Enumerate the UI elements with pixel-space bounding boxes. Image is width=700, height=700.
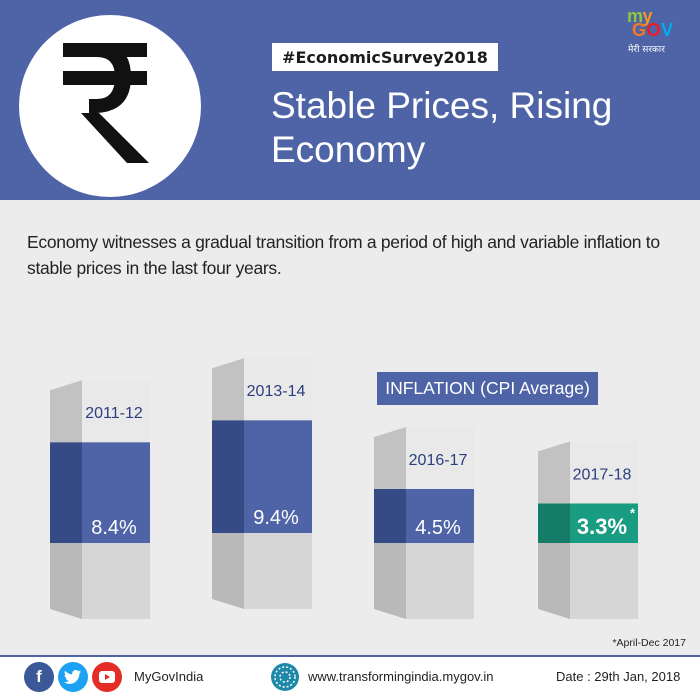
bar-2017-18 <box>570 503 638 543</box>
label-side-2011-12 <box>50 380 82 443</box>
facebook-icon[interactable]: f <box>24 662 54 692</box>
value-label-2011-12: 8.4% <box>91 517 137 539</box>
globe-icon <box>270 662 300 692</box>
twitter-icon[interactable] <box>58 662 88 692</box>
category-label-2017-18: 2017-18 <box>573 466 632 483</box>
bar-side-2011-12 <box>50 442 82 543</box>
base-side-2016-17 <box>374 543 406 619</box>
label-front-2013-14 <box>244 358 312 421</box>
footer: f MyGovIndia www.transformingindia.mygov… <box>0 657 700 700</box>
base-side-2013-14 <box>212 533 244 609</box>
bar-2016-17 <box>406 489 474 543</box>
label-side-2016-17 <box>374 427 406 489</box>
bar-2013-14 <box>244 420 312 533</box>
bar-2011-12 <box>82 442 150 543</box>
label-side-2013-14 <box>212 358 244 421</box>
category-label-2016-17: 2016-17 <box>409 452 468 469</box>
value-label-2016-17: 4.5% <box>415 517 461 539</box>
value-mark-2017-18: * <box>630 505 636 520</box>
value-label-2013-14: 9.4% <box>253 507 299 529</box>
label-front-2017-18 <box>570 441 638 504</box>
bar-side-2016-17 <box>374 489 406 543</box>
chart-title: INFLATION (CPI Average) <box>377 372 598 405</box>
base-side-2011-12 <box>50 543 82 619</box>
hashtag-label: #EconomicSurvey2018 <box>272 43 498 71</box>
youtube-icon[interactable] <box>92 662 122 692</box>
base-front-2013-14 <box>244 533 312 609</box>
footer-divider <box>0 655 700 657</box>
logo-my: my <box>627 6 653 26</box>
category-label-2013-14: 2013-14 <box>247 383 306 400</box>
description-text: Economy witnesses a gradual transition f… <box>27 232 660 278</box>
logo-tagline: मेरी सरकार <box>628 45 665 55</box>
logo-gov: GOV <box>632 20 674 40</box>
base-side-2017-18 <box>538 543 570 619</box>
base-front-2017-18 <box>570 543 638 619</box>
social-handle[interactable]: MyGovIndia <box>134 669 204 684</box>
base-front-2011-12 <box>82 543 150 619</box>
date-text: Date : 29th Jan, 2018 <box>556 669 681 684</box>
inflation-bar-chart: 2011-12 8.4% 2013-14 9.4% 2016-17 4.5% 2017-18… <box>50 358 638 619</box>
base-front-2016-17 <box>406 543 474 619</box>
value-label-2017-18: 3.3% <box>577 514 627 539</box>
rupee-icon <box>19 15 201 197</box>
bar-side-2013-14 <box>212 420 244 533</box>
mygov-logo[interactable]: my GOV मेरी सरकार <box>624 6 696 56</box>
category-label-2011-12: 2011-12 <box>85 405 143 422</box>
page-title: Stable Prices, Rising Economy <box>271 85 613 170</box>
label-front-2011-12 <box>82 380 150 443</box>
chart-footnote: *April-Dec 2017 <box>612 637 686 649</box>
header-banner: #EconomicSurvey2018 Stable Prices, Risin… <box>0 0 700 200</box>
label-front-2016-17 <box>406 427 474 489</box>
website-link[interactable]: www.transformingindia.mygov.in <box>308 669 494 684</box>
label-side-2017-18 <box>538 441 570 504</box>
bar-side-2017-18 <box>538 503 570 543</box>
